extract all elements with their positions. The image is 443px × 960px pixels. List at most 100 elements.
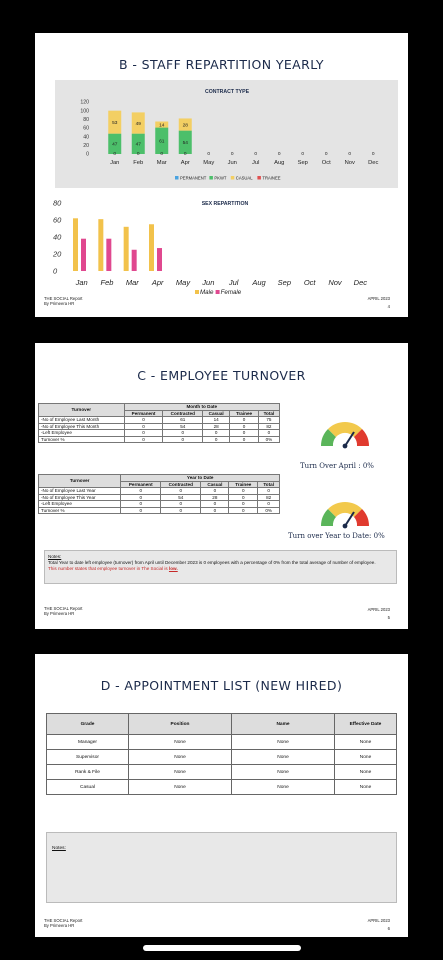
table-header: Turnover — [38, 403, 125, 417]
gauge-green-segment — [320, 429, 336, 446]
y-tick-label: 40 — [83, 134, 89, 140]
data-label: 0 — [348, 151, 351, 157]
turnover-ytd-gauge — [320, 501, 370, 529]
table-cell: None — [334, 764, 397, 780]
footer-company-name: THE SOCIAL Report — [44, 296, 83, 301]
page-title: D - APPOINTMENT LIST (NEW HIRED) — [100, 678, 343, 693]
table-cell: Manager — [46, 734, 129, 750]
bar — [131, 249, 137, 271]
data-label: 0 — [137, 151, 140, 157]
x-tick-label: Mar — [157, 160, 167, 166]
chart-title: SEX REPARTITION — [202, 201, 249, 207]
footer-company: THE SOCIAL Report By Primeera HR — [44, 606, 82, 616]
table-cell: Casual — [46, 779, 129, 795]
home-indicator[interactable] — [143, 945, 301, 951]
notes-conclusion-text: This number states that employee turnove… — [48, 566, 169, 571]
chart-title: CONTRACT TYPE — [205, 89, 250, 95]
table-cell: 0 — [120, 506, 162, 514]
footer-right: APRIL 2023 5 — [368, 606, 390, 622]
table-cell: None — [231, 779, 335, 795]
y-tick-label: 80 — [83, 117, 89, 123]
y-tick-label: 60 — [53, 216, 62, 225]
appointment-list-table: Grade Position Name Effective Date Manag… — [46, 713, 397, 795]
footer-right: APRIL 2023 4 — [368, 295, 390, 311]
data-label: 0 — [113, 151, 116, 157]
x-tick-label: Jul — [228, 278, 239, 287]
y-tick-label: 20 — [52, 250, 62, 259]
footer-date: APRIL 2023 — [367, 296, 390, 301]
sex-repartition-chart: SEX REPARTITION 0 20 40 60 80 Jan Feb Mar Apr May… — [52, 199, 367, 297]
x-tick-label: Nov — [345, 160, 355, 166]
table-row: -Left Employee 0 0 0 0 0 — [38, 429, 281, 437]
table-cell: None — [334, 734, 397, 750]
x-tick-label: Mar — [126, 278, 139, 287]
table-cell: 0 — [123, 435, 164, 443]
y-tick-label: 40 — [53, 233, 62, 242]
y-tick-label: 100 — [80, 108, 89, 114]
legend-swatch — [175, 176, 179, 180]
data-label: 0 — [184, 151, 187, 157]
legend-label: TRAINEE — [262, 175, 280, 180]
footer-company-name: THE SOCIAL Report — [44, 606, 83, 611]
legend-swatch — [209, 176, 213, 180]
gauge-green-segment — [320, 509, 336, 526]
footer-company-name: THE SOCIAL Report — [44, 918, 83, 923]
bar — [98, 219, 104, 271]
table-row: Turnover % 0 0 0 0 0% — [38, 435, 281, 443]
footer-company: THE SOCIAL Report By Primeera HR — [44, 918, 82, 928]
contract-type-chart-panel: CONTRACT TYPE 0 20 40 60 80 100 120 47 53 0 Jan 47 4… — [55, 80, 398, 188]
table-row: -No of Employee This Year 0 54 28 0 82 — [37, 493, 280, 501]
legend-label: CASUAL — [236, 175, 253, 180]
bar-segment — [108, 133, 122, 154]
table-cell: 0% — [257, 435, 281, 443]
bar — [81, 238, 86, 271]
turnover-month-to-date-table: Turnover Month to Date Permanent Contrac… — [38, 403, 281, 443]
y-tick-label: 80 — [53, 199, 62, 208]
page-title: B - STAFF REPARTITION YEARLY — [119, 57, 324, 72]
table-header: Name — [231, 713, 335, 735]
footer-by: By Primeera HR — [44, 301, 75, 306]
bar-segment — [131, 112, 145, 134]
notes-label: Notes: — [52, 846, 66, 851]
data-label: 0 — [301, 151, 304, 157]
legend-label: PKWT — [214, 175, 227, 180]
notes-label: Notes: — [48, 554, 62, 559]
x-tick-label: Dec — [368, 160, 378, 166]
x-tick-label: Oct — [304, 278, 317, 287]
footer-date: APRIL 2023 — [367, 607, 390, 612]
table-cell: 0 — [202, 435, 231, 443]
footer-by: By Primeera HR — [44, 923, 75, 928]
footer-date: APRIL 2023 — [367, 918, 390, 923]
gauge-red-segment — [354, 509, 370, 526]
table-row: Supervisor None None None — [46, 749, 397, 765]
footer-right: APRIL 2023 6 — [368, 917, 390, 933]
table-cell: Turnover % — [38, 435, 125, 443]
bar-segment — [108, 110, 122, 134]
report-page-5: C - EMPLOYEE TURNOVER Turnover Month to … — [35, 343, 408, 629]
table-row: Casual None None None — [46, 779, 397, 795]
bar — [123, 226, 129, 271]
data-label: 49 — [136, 121, 142, 127]
data-label: 0 — [207, 151, 210, 157]
notes-conclusion-emphasis: low. — [168, 566, 178, 571]
table-cell: Supervisor — [46, 749, 129, 765]
y-tick-label: 60 — [83, 126, 89, 132]
bar-segment — [131, 133, 145, 154]
table-header: Effective Date — [334, 713, 397, 735]
table-cell: None — [231, 734, 335, 750]
x-tick-label: Apr — [151, 278, 164, 287]
bar — [149, 224, 154, 271]
x-tick-label: May — [203, 160, 214, 166]
bar-segment — [178, 130, 192, 154]
legend-swatch — [195, 290, 199, 294]
page-title: C - EMPLOYEE TURNOVER — [137, 368, 306, 383]
bar-segment — [155, 121, 169, 128]
turnover-notes-box: Notes: Total Year to date left employee … — [44, 550, 397, 584]
contract-type-chart: CONTRACT TYPE 0 20 40 60 80 100 120 47 53 0 Jan 47 4… — [80, 89, 378, 180]
footer-by: By Primeera HR — [44, 611, 75, 616]
turnover-april-gauge — [320, 421, 370, 449]
data-label: 14 — [159, 122, 165, 128]
footer-company: THE SOCIAL Report By Primeera HR — [44, 296, 82, 306]
bar-segment — [155, 127, 169, 154]
data-label: 53 — [112, 120, 118, 126]
